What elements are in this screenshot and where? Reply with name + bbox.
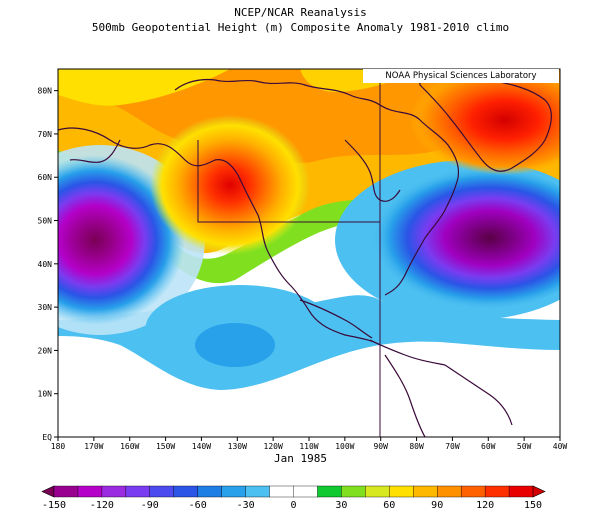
lon-label: 40W — [553, 442, 568, 451]
colorbar-label: 120 — [476, 500, 494, 511]
lat-label: EQ — [42, 433, 52, 442]
colorbar-swatch — [125, 485, 151, 498]
colorbar-label: 30 — [335, 500, 347, 511]
date-label: Jan 1985 — [274, 452, 327, 465]
map-subtitle: 500mb Geopotential Height (m) Composite … — [91, 21, 510, 34]
credit-label: NOAA Physical Sciences Laboratory — [363, 69, 559, 83]
colorbar-swatch — [460, 485, 486, 498]
colorbar-max-arrow — [532, 485, 546, 498]
lat-label: 70N — [38, 130, 53, 139]
colorbar-label: -60 — [189, 500, 207, 511]
colorbar-swatch — [197, 485, 223, 498]
colorbar-label: -90 — [141, 500, 159, 511]
colorbar-swatch — [269, 485, 294, 498]
gulf-coast — [299, 299, 373, 339]
colorbar-swatch — [413, 485, 438, 498]
colorbar: -150 -120 -90 -60 -30 0 30 60 90 120 150 — [41, 485, 546, 511]
colorbar-swatch — [484, 485, 510, 498]
colorbar-swatch — [173, 485, 199, 498]
colorbar-label: 90 — [431, 500, 443, 511]
lat-label: 20N — [38, 346, 53, 355]
colorbar-label: 60 — [383, 500, 395, 511]
colorbar-min-arrow — [41, 485, 55, 498]
pacific-coastline — [58, 127, 381, 346]
latitude-axis: 80N 70N 60N 50N 40N 30N 20N 10N EQ — [38, 87, 58, 442]
hudson-bay — [344, 139, 401, 202]
lat-label: 60N — [38, 173, 53, 182]
lat-label: 80N — [38, 87, 53, 96]
lon-label: 100W — [335, 442, 354, 451]
lon-label: 180 — [51, 442, 66, 451]
colorbar-label: 150 — [524, 500, 542, 511]
lon-label: 80W — [409, 442, 424, 451]
lon-label: 150W — [156, 442, 175, 451]
lat-label: 30N — [38, 303, 53, 312]
aleutians — [69, 139, 121, 164]
lon-label: 160W — [120, 442, 139, 451]
colorbar-swatch — [508, 485, 534, 498]
lon-label: 140W — [192, 442, 211, 451]
lat-label: 40N — [38, 260, 53, 269]
colorbar-swatch — [149, 485, 175, 498]
colorbar-label: -30 — [237, 500, 255, 511]
colorbar-swatch — [389, 485, 414, 498]
colorbar-swatch — [53, 485, 79, 498]
lat-label: 50N — [38, 217, 53, 226]
colorbar-swatch — [341, 485, 366, 498]
colorbar-label: 0 — [290, 500, 296, 511]
arctic-atlantic-coastline — [174, 78, 460, 296]
lon-label: 90W — [373, 442, 388, 451]
us-canada-border — [197, 140, 380, 223]
colorbar-swatch — [317, 485, 342, 498]
colorbar-swatch — [245, 485, 271, 498]
south-america-west — [384, 354, 426, 437]
map-title: NCEP/NCAR Reanalysis — [234, 6, 367, 19]
lon-label: 130W — [228, 442, 247, 451]
colorbar-swatch — [365, 485, 390, 498]
anomaly-field — [58, 69, 560, 437]
longitude-axis: 180 170W 160W 150W 140W 130W 120W 110W 100W 90W 80… — [51, 437, 568, 451]
colorbar-swatch — [437, 485, 462, 498]
lat-label: 10N — [38, 390, 53, 399]
lon-label: 60W — [481, 442, 496, 451]
lon-label: 110W — [299, 442, 318, 451]
lon-label: 50W — [517, 442, 532, 451]
lon-label: 70W — [445, 442, 460, 451]
colorbar-label: -120 — [90, 500, 114, 511]
colorbar-swatch — [221, 485, 247, 498]
colorbar-swatch — [101, 485, 127, 498]
colorbar-label: -150 — [42, 500, 66, 511]
colorbar-swatch — [77, 485, 103, 498]
south-america-north — [444, 364, 513, 426]
lon-label: 120W — [264, 442, 283, 451]
colorbar-swatch — [293, 485, 318, 498]
caribbean — [369, 339, 446, 366]
lon-label: 170W — [84, 442, 103, 451]
